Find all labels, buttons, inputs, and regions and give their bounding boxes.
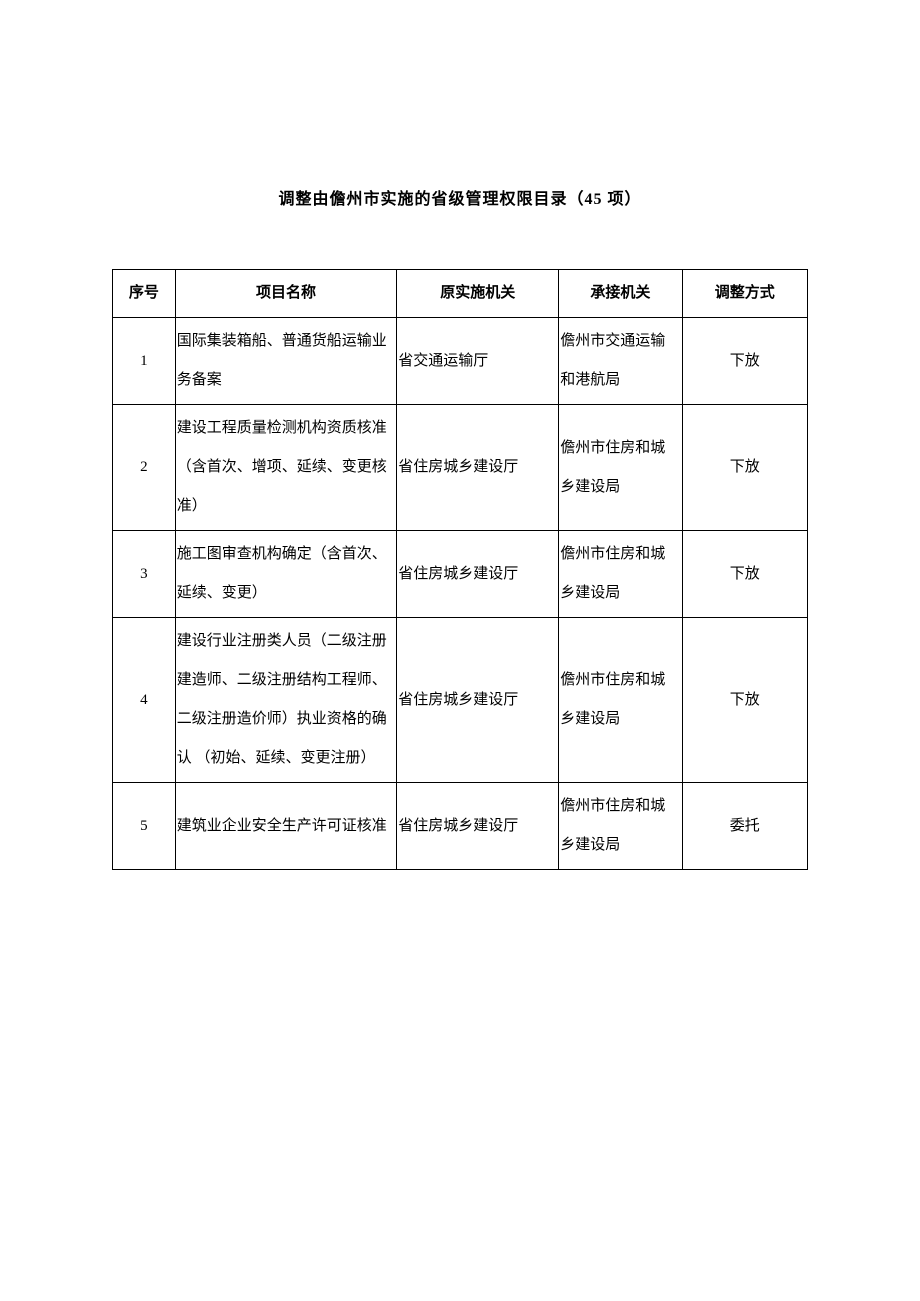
cell-orig: 省住房城乡建设厅	[397, 618, 559, 783]
cell-method: 下放	[682, 405, 807, 531]
cell-seq: 3	[113, 531, 176, 618]
table-header-row: 序号 项目名称 原实施机关 承接机关 调整方式	[113, 270, 808, 318]
cell-orig: 省住房城乡建设厅	[397, 405, 559, 531]
cell-seq: 4	[113, 618, 176, 783]
header-recv: 承接机关	[559, 270, 682, 318]
table-row: 4 建设行业注册类人员（二级注册建造师、二级注册结构工程师、二级注册造价师）执业…	[113, 618, 808, 783]
cell-method: 下放	[682, 318, 807, 405]
cell-method: 委托	[682, 783, 807, 870]
cell-method: 下放	[682, 618, 807, 783]
table-row: 5 建筑业企业安全生产许可证核准 省住房城乡建设厅 儋州市住房和城乡建设局 委托	[113, 783, 808, 870]
cell-recv: 儋州市交通运输和港航局	[559, 318, 682, 405]
cell-seq: 5	[113, 783, 176, 870]
cell-recv: 儋州市住房和城乡建设局	[559, 618, 682, 783]
header-orig: 原实施机关	[397, 270, 559, 318]
cell-name: 建设行业注册类人员（二级注册建造师、二级注册结构工程师、二级注册造价师）执业资格…	[175, 618, 397, 783]
cell-recv: 儋州市住房和城乡建设局	[559, 783, 682, 870]
document-title: 调整由儋州市实施的省级管理权限目录（45 项）	[112, 185, 808, 209]
cell-name: 国际集装箱船、普通货船运输业务备案	[175, 318, 397, 405]
cell-name: 建设工程质量检测机构资质核准（含首次、增项、延续、变更核准）	[175, 405, 397, 531]
cell-name: 建筑业企业安全生产许可证核准	[175, 783, 397, 870]
table-row: 2 建设工程质量检测机构资质核准（含首次、增项、延续、变更核准） 省住房城乡建设…	[113, 405, 808, 531]
table-row: 3 施工图审查机构确定（含首次、延续、变更） 省住房城乡建设厅 儋州市住房和城乡…	[113, 531, 808, 618]
cell-name: 施工图审查机构确定（含首次、延续、变更）	[175, 531, 397, 618]
header-method: 调整方式	[682, 270, 807, 318]
cell-method: 下放	[682, 531, 807, 618]
catalog-table: 序号 项目名称 原实施机关 承接机关 调整方式 1 国际集装箱船、普通货船运输业…	[112, 269, 808, 870]
cell-orig: 省住房城乡建设厅	[397, 531, 559, 618]
table-row: 1 国际集装箱船、普通货船运输业务备案 省交通运输厅 儋州市交通运输和港航局 下…	[113, 318, 808, 405]
cell-recv: 儋州市住房和城乡建设局	[559, 405, 682, 531]
header-seq: 序号	[113, 270, 176, 318]
cell-seq: 2	[113, 405, 176, 531]
cell-recv: 儋州市住房和城乡建设局	[559, 531, 682, 618]
cell-seq: 1	[113, 318, 176, 405]
cell-orig: 省交通运输厅	[397, 318, 559, 405]
cell-orig: 省住房城乡建设厅	[397, 783, 559, 870]
header-name: 项目名称	[175, 270, 397, 318]
